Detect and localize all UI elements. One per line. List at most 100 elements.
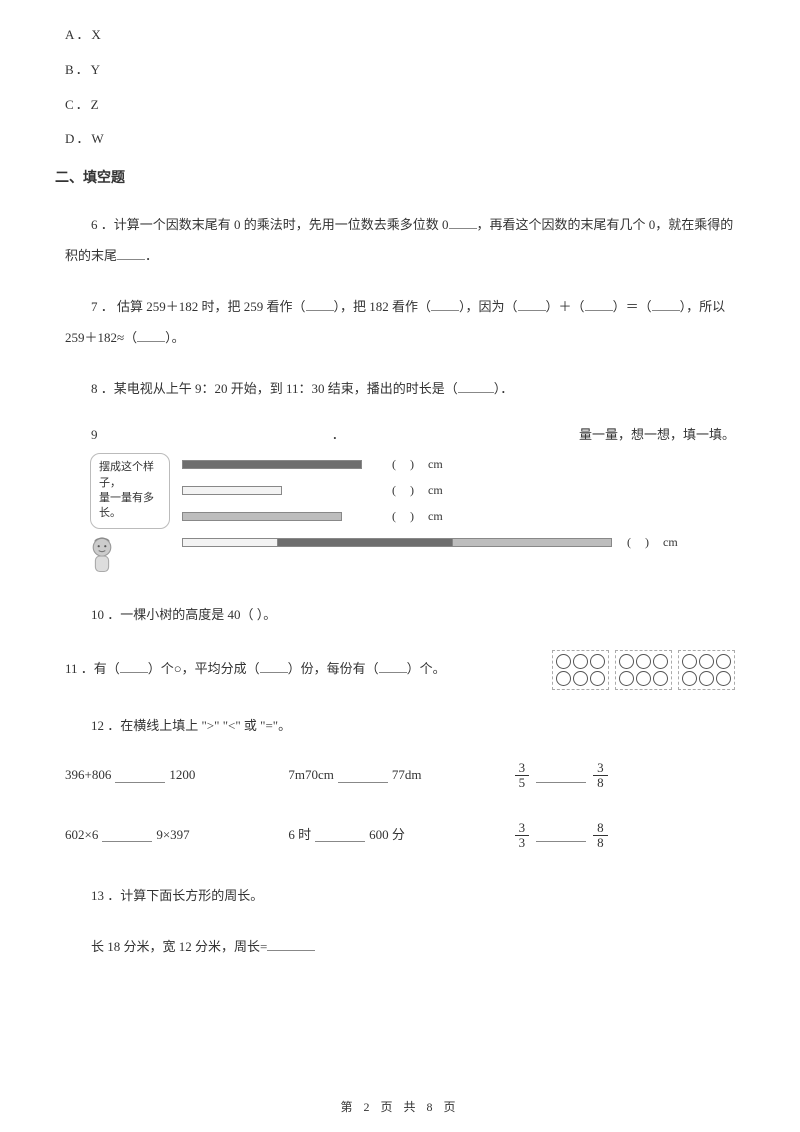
question-12-grid: 396+8061200 7m70cm77dm 35 38 602×69×397 … (55, 761, 745, 850)
question-12-title: 12 ．在横线上填上 ">" "<" 或 "="。 (55, 710, 745, 741)
p1c: ) (410, 457, 428, 471)
cmp-b5[interactable] (315, 828, 365, 842)
q11-t2: ）个○，平均分成（ (148, 661, 260, 676)
f2d: 8 (593, 776, 608, 790)
question-13-title: 13 ．计算下面长方形的周长。 (55, 880, 745, 911)
question-9: 9 ． 量一量，想一想，填一填。 摆成这个样子， 量一量有多长。 ()cm (55, 425, 745, 584)
option-A: A．X (55, 25, 745, 46)
q7-b4[interactable] (585, 297, 613, 311)
p2c: ) (410, 483, 428, 497)
question-13-line: 长 18 分米，宽 12 分米，周长= (55, 931, 745, 962)
q8-t1: 8 ．某电视从上午 9：20 开始，到 11：30 结束，播出的时长是（ (91, 381, 458, 396)
option-B: B．Y (55, 60, 745, 81)
section-2-title: 二、填空题 (55, 168, 745, 190)
q13-text: 长 18 分米，宽 12 分米，周长= (91, 939, 267, 954)
q11-b1[interactable] (120, 659, 148, 673)
f2n: 3 (593, 761, 608, 776)
r1c2b: 77dm (392, 765, 422, 786)
u4: cm (663, 535, 678, 549)
cb3 (452, 538, 612, 547)
q11-t4: ）个。 (407, 661, 446, 676)
cb1 (182, 538, 282, 547)
q9-number: 9 (65, 425, 98, 446)
q11-b3[interactable] (379, 659, 407, 673)
cmp-r1c2: 7m70cm77dm (288, 765, 511, 786)
q7-b3[interactable] (518, 297, 546, 311)
q6-text-3: ． (145, 248, 158, 263)
p4o: ( (627, 535, 645, 549)
q9-dot: ． (332, 425, 345, 446)
cmp-b6[interactable] (536, 828, 586, 842)
q8-t2: ）． (494, 381, 514, 396)
cmp-b4[interactable] (102, 828, 152, 842)
f4d: 8 (593, 836, 608, 850)
girl-illustration: 摆成这个样子， 量一量有多长。 (80, 453, 170, 583)
q9-tail: 量一量，想一想，填一填。 (579, 425, 735, 446)
bubble-line-1: 摆成这个样子， (99, 460, 161, 491)
q7-b1[interactable] (306, 297, 334, 311)
q7-t1: 7 ． 估算 259＋182 时，把 259 看作（ (91, 299, 306, 314)
cmp-r2c2: 6 时600 分 (288, 825, 511, 846)
cmp-r1c3: 35 38 (512, 761, 735, 791)
cmp-b3[interactable] (536, 769, 586, 783)
page-footer: 第 2 页 共 8 页 (0, 1098, 800, 1117)
p3o: ( (392, 509, 410, 523)
f3n: 3 (515, 821, 530, 836)
u3: cm (428, 509, 443, 523)
speech-bubble: 摆成这个样子， 量一量有多长。 (90, 453, 170, 529)
r1c1a: 396+806 (65, 765, 111, 786)
r2c1b: 9×397 (156, 825, 189, 846)
cmp-b1[interactable] (115, 769, 165, 783)
f1n: 3 (515, 761, 530, 776)
q8-blank[interactable] (458, 379, 494, 393)
f4n: 8 (593, 821, 608, 836)
cmp-r1c1: 396+806 1200 (65, 765, 288, 786)
q7-b6[interactable] (137, 328, 165, 342)
bubble-line-2: 量一量有多长。 (99, 491, 161, 522)
q11-t3: ）份，每份有（ (288, 661, 379, 676)
q6-blank-2[interactable] (117, 246, 145, 260)
q7-b5[interactable] (652, 297, 680, 311)
girl-icon (80, 533, 124, 577)
q6-blank-1[interactable] (449, 215, 477, 229)
f1d: 5 (515, 776, 530, 790)
u2: cm (428, 483, 443, 497)
circle-group-3 (678, 650, 735, 690)
bar-1 (182, 460, 362, 469)
option-D: D．W (55, 129, 745, 150)
question-8: 8 ．某电视从上午 9：20 开始，到 11：30 结束，播出的时长是（ ）． (55, 373, 745, 404)
q11-b2[interactable] (260, 659, 288, 673)
p2o: ( (392, 483, 410, 497)
u1: cm (428, 457, 443, 471)
r2c1a: 602×6 (65, 825, 98, 846)
p4c: ) (645, 535, 663, 549)
q7-t2: ），把 182 看作（ (334, 299, 432, 314)
measurement-bars: ()cm ()cm ()cm ()cm (182, 453, 745, 553)
cb2 (277, 538, 457, 547)
p3c: ) (410, 509, 428, 523)
p1o: ( (392, 457, 410, 471)
circle-group-2 (615, 650, 672, 690)
q7-t7: ）。 (165, 330, 185, 345)
circles-diagram (552, 650, 735, 690)
bar-3 (182, 512, 342, 521)
q7-t4: ）＋（ (546, 299, 585, 314)
question-10: 10 ．一棵小树的高度是 40（ ）。 (55, 599, 745, 630)
cmp-r2c3: 33 88 (512, 821, 735, 851)
bar-2 (182, 486, 282, 495)
q13-blank[interactable] (267, 937, 315, 951)
compound-bar-row: ()cm (182, 531, 745, 553)
f3d: 3 (515, 836, 530, 850)
q6-text-1: 6 ．计算一个因数末尾有 0 的乘法时，先用一位数去乘多位数 0 (91, 217, 449, 232)
q7-t3: ），因为（ (459, 299, 518, 314)
q7-t5: ）＝（ (613, 299, 652, 314)
option-C: C．Z (55, 95, 745, 116)
r2c2b: 600 分 (369, 825, 405, 846)
question-7: 7 ． 估算 259＋182 时，把 259 看作（ ），把 182 看作（ ），因… (55, 291, 745, 353)
q7-b2[interactable] (431, 297, 459, 311)
r1c1b: 1200 (169, 765, 195, 786)
cmp-r2c1: 602×6 9×397 (65, 825, 288, 846)
question-6: 6 ．计算一个因数末尾有 0 的乘法时，先用一位数去乘多位数 0，再看这个因数的… (55, 209, 745, 271)
cmp-b2[interactable] (338, 769, 388, 783)
q11-t1: 11 ．有（ (65, 661, 120, 676)
